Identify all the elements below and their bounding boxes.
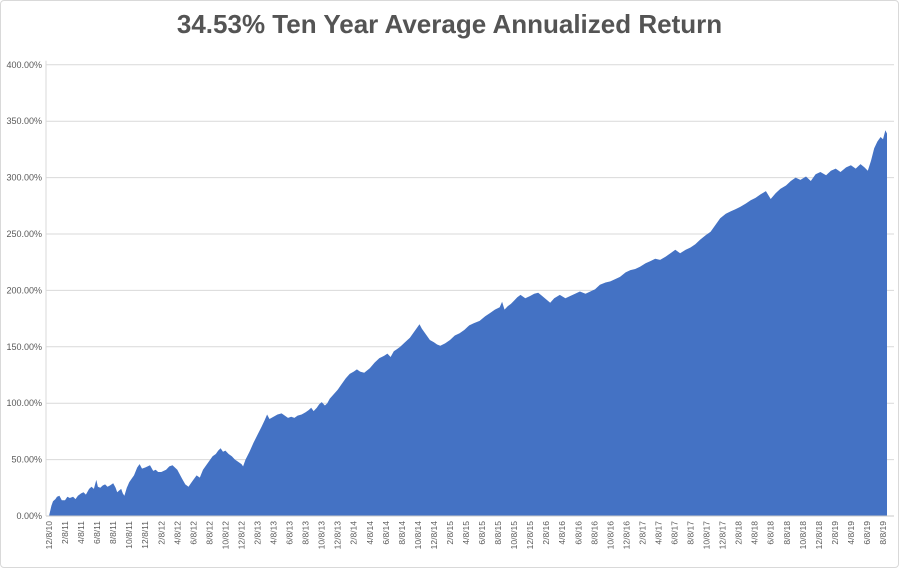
x-tick-label: 10/8/11 bbox=[124, 521, 134, 549]
x-tick-label: 8/8/16 bbox=[589, 521, 599, 545]
x-tick-label: 6/8/14 bbox=[381, 521, 391, 545]
x-tick-label: 8/8/13 bbox=[301, 521, 311, 545]
x-tick-label: 12/8/15 bbox=[525, 521, 535, 550]
chart-title: 34.53% Ten Year Average Annualized Retur… bbox=[176, 9, 723, 39]
x-tick-label: 10/8/16 bbox=[605, 521, 615, 550]
x-tick-label: 12/8/14 bbox=[429, 521, 439, 550]
y-tick-label: 0.00% bbox=[16, 511, 42, 521]
y-tick-label: 150.00% bbox=[6, 342, 42, 352]
x-tick-label: 12/8/13 bbox=[333, 521, 343, 550]
x-tick-label: 6/8/17 bbox=[670, 521, 680, 545]
x-tick-label: 8/8/14 bbox=[397, 521, 407, 545]
x-tick-label: 12/8/16 bbox=[621, 521, 631, 550]
y-tick-label: 250.00% bbox=[6, 229, 42, 239]
x-tick-label: 10/8/18 bbox=[798, 521, 808, 550]
x-tick-label: 12/8/10 bbox=[44, 521, 54, 550]
y-tick-label: 50.00% bbox=[11, 455, 42, 465]
return-area-series bbox=[49, 130, 887, 516]
x-tick-label: 12/8/11 bbox=[140, 521, 150, 549]
x-tick-label: 8/8/11 bbox=[108, 521, 118, 544]
x-tick-label: 8/8/19 bbox=[878, 521, 888, 545]
x-tick-label: 2/8/14 bbox=[349, 521, 359, 545]
x-tick-label: 2/8/13 bbox=[253, 521, 263, 545]
x-tick-label: 10/8/15 bbox=[509, 521, 519, 550]
y-tick-label: 300.00% bbox=[6, 173, 42, 183]
x-tick-label: 4/8/19 bbox=[846, 521, 856, 545]
x-tick-label: 2/8/19 bbox=[830, 521, 840, 545]
x-tick-label: 4/8/17 bbox=[654, 521, 664, 545]
x-tick-label: 4/8/12 bbox=[172, 521, 182, 545]
x-tick-label: 8/8/12 bbox=[204, 521, 214, 545]
x-tick-label: 6/8/13 bbox=[285, 521, 295, 545]
x-tick-label: 4/8/18 bbox=[750, 521, 760, 545]
x-tick-label: 6/8/19 bbox=[862, 521, 872, 545]
x-tick-label: 6/8/15 bbox=[477, 521, 487, 545]
x-tick-label: 6/8/16 bbox=[573, 521, 583, 545]
x-tick-label: 4/8/13 bbox=[269, 521, 279, 545]
x-tick-label: 4/8/11 bbox=[76, 521, 86, 544]
x-tick-label: 2/8/16 bbox=[541, 521, 551, 545]
x-tick-label: 4/8/16 bbox=[557, 521, 567, 545]
x-tick-label: 12/8/17 bbox=[718, 521, 728, 550]
x-tick-label: 10/8/17 bbox=[702, 521, 712, 550]
x-tick-label: 2/8/12 bbox=[156, 521, 166, 545]
y-tick-label: 100.00% bbox=[6, 398, 42, 408]
x-tick-label: 4/8/15 bbox=[461, 521, 471, 545]
x-tick-label: 2/8/11 bbox=[60, 521, 70, 544]
y-tick-label: 400.00% bbox=[6, 60, 42, 70]
y-tick-label: 350.00% bbox=[6, 116, 42, 126]
x-tick-label: 10/8/14 bbox=[413, 521, 423, 550]
x-tick-label: 8/8/18 bbox=[782, 521, 792, 545]
x-tick-label: 6/8/12 bbox=[188, 521, 198, 545]
x-tick-label: 8/8/17 bbox=[686, 521, 696, 545]
x-tick-label: 10/8/12 bbox=[220, 521, 230, 550]
y-tick-label: 200.00% bbox=[6, 285, 42, 295]
x-tick-label: 2/8/17 bbox=[637, 521, 647, 545]
x-tick-label: 10/8/13 bbox=[317, 521, 327, 550]
x-tick-label: 2/8/18 bbox=[734, 521, 744, 545]
x-tick-label: 6/8/11 bbox=[92, 521, 102, 544]
x-tick-label: 12/8/18 bbox=[814, 521, 824, 550]
x-tick-label: 4/8/14 bbox=[365, 521, 375, 545]
x-tick-label: 8/8/15 bbox=[493, 521, 503, 545]
x-tick-label: 6/8/18 bbox=[766, 521, 776, 545]
x-tick-label: 12/8/12 bbox=[237, 521, 247, 550]
x-tick-label: 2/8/15 bbox=[445, 521, 455, 545]
